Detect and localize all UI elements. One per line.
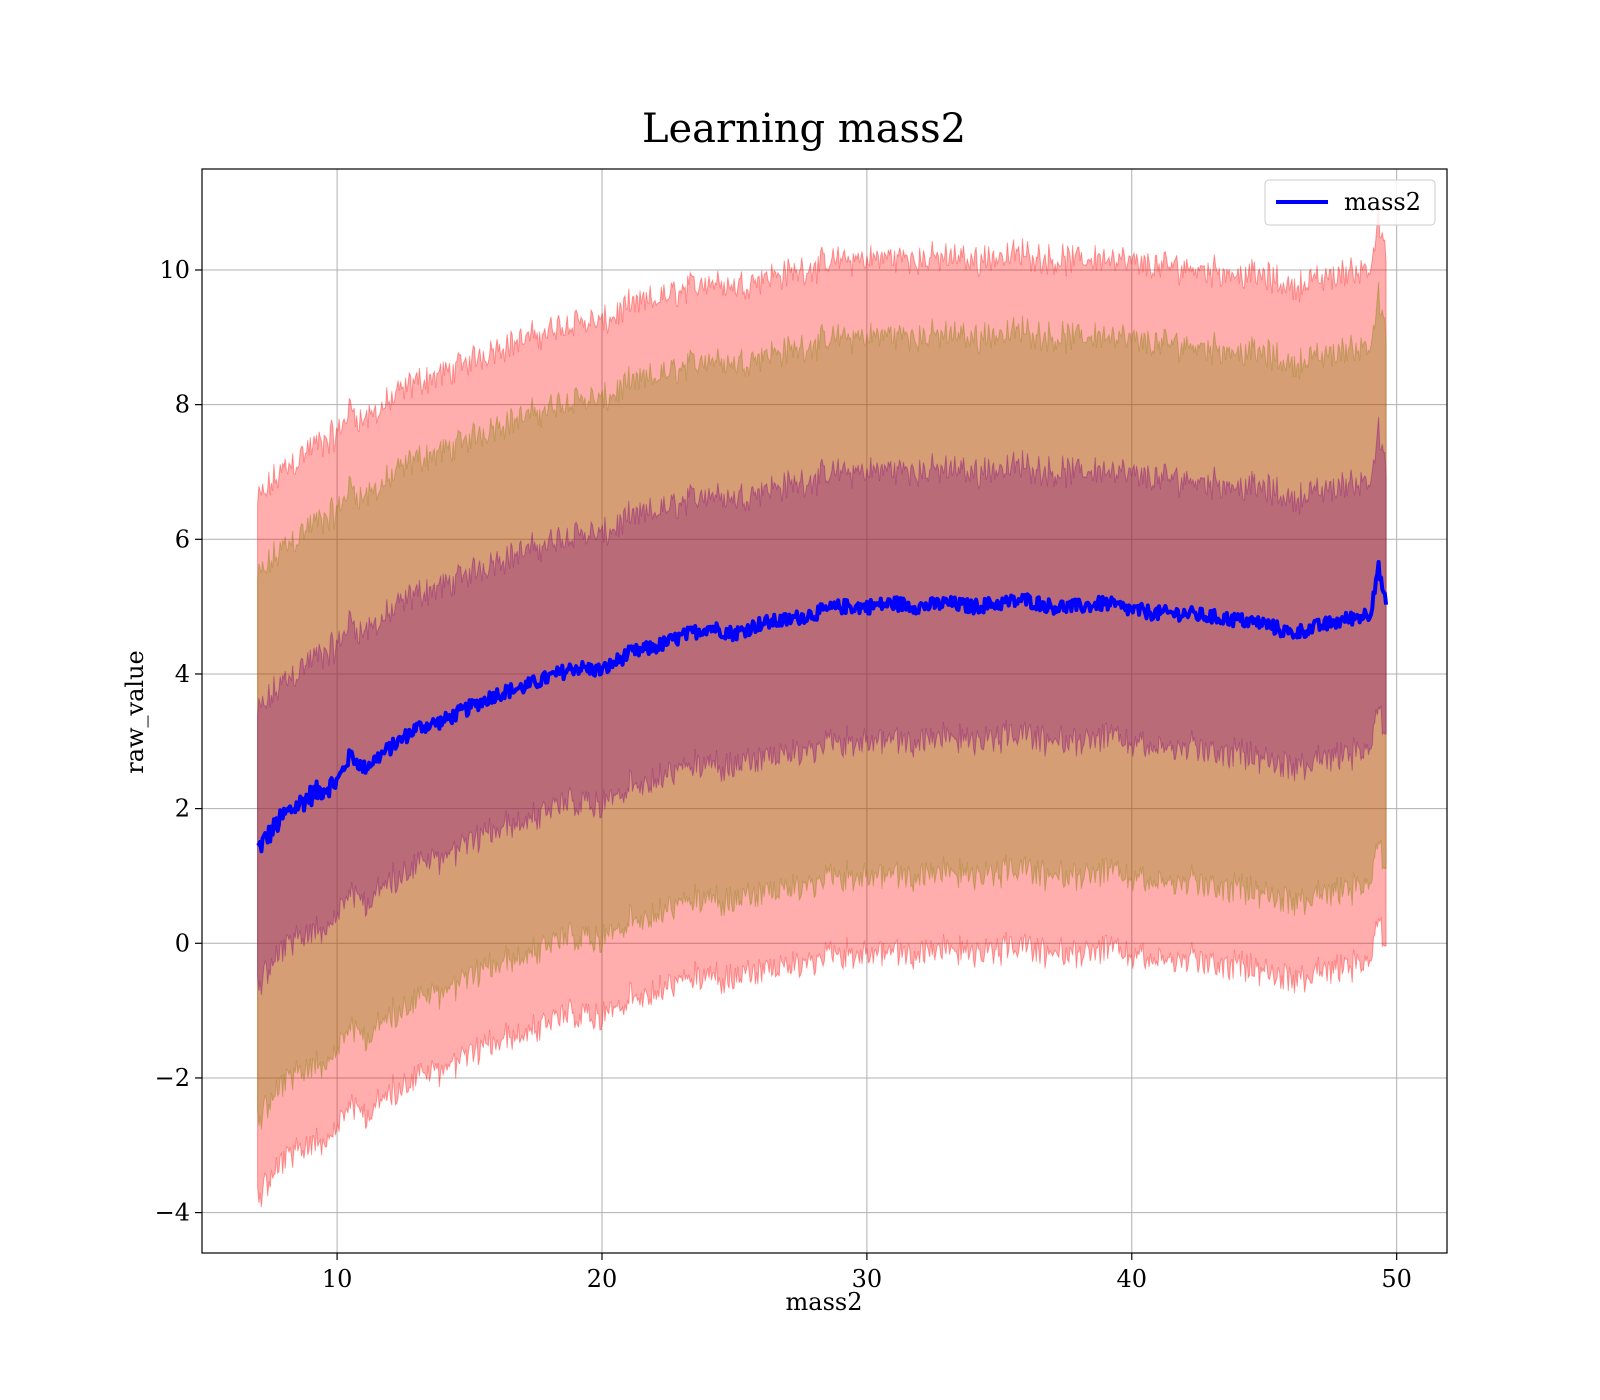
y-tick-label: 4	[175, 660, 190, 688]
x-axis-ticks: 10 20 30 40 50	[322, 1253, 1412, 1293]
y-tick-label: 10	[159, 256, 190, 284]
y-tick-label: −4	[155, 1199, 190, 1227]
y-axis-ticks: −4 −2 0 2 4 6 8 10	[155, 256, 202, 1227]
y-tick-label: 8	[175, 391, 190, 419]
legend: mass2	[1264, 179, 1436, 226]
x-tick-label: 30	[852, 1265, 883, 1293]
confidence-bands	[257, 204, 1387, 1208]
y-tick-label: −2	[155, 1064, 190, 1092]
x-tick-label: 40	[1117, 1265, 1148, 1293]
y-tick-label: 6	[175, 525, 190, 553]
legend-label-mass2: mass2	[1344, 188, 1421, 216]
band-3sigma	[257, 204, 1387, 1208]
x-axis-label: mass2	[786, 1288, 863, 1316]
chart-title: Learning mass2	[642, 106, 966, 152]
series-line-mass2	[256, 560, 1389, 854]
series-lines	[256, 560, 1389, 854]
y-tick-label: 0	[175, 929, 190, 957]
y-tick-label: 2	[175, 795, 190, 823]
x-tick-label: 50	[1381, 1265, 1412, 1293]
plot-frame	[201, 168, 1448, 1254]
x-tick-label: 20	[587, 1265, 618, 1293]
y-axis-label: raw_value	[121, 650, 149, 774]
grid	[202, 169, 1447, 1253]
band-2sigma	[257, 282, 1387, 1130]
band-1sigma	[257, 416, 1387, 996]
x-tick-label: 10	[322, 1265, 353, 1293]
legend-box	[1264, 179, 1436, 226]
